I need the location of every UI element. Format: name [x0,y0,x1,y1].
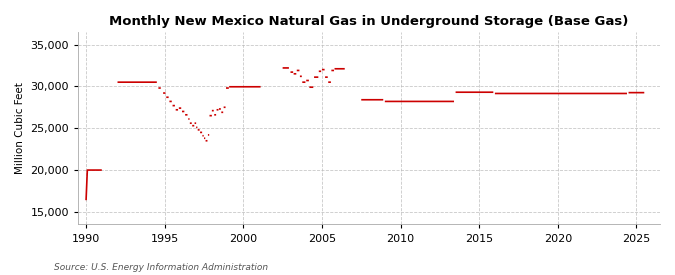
Title: Monthly New Mexico Natural Gas in Underground Storage (Base Gas): Monthly New Mexico Natural Gas in Underg… [109,15,629,28]
Y-axis label: Million Cubic Feet: Million Cubic Feet [15,82,25,174]
Text: Source: U.S. Energy Information Administration: Source: U.S. Energy Information Administ… [54,263,268,272]
